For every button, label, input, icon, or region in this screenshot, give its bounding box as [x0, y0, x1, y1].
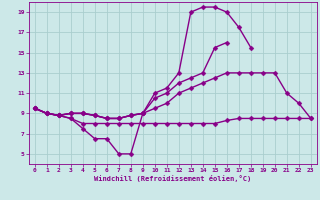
X-axis label: Windchill (Refroidissement éolien,°C): Windchill (Refroidissement éolien,°C) — [94, 175, 252, 182]
